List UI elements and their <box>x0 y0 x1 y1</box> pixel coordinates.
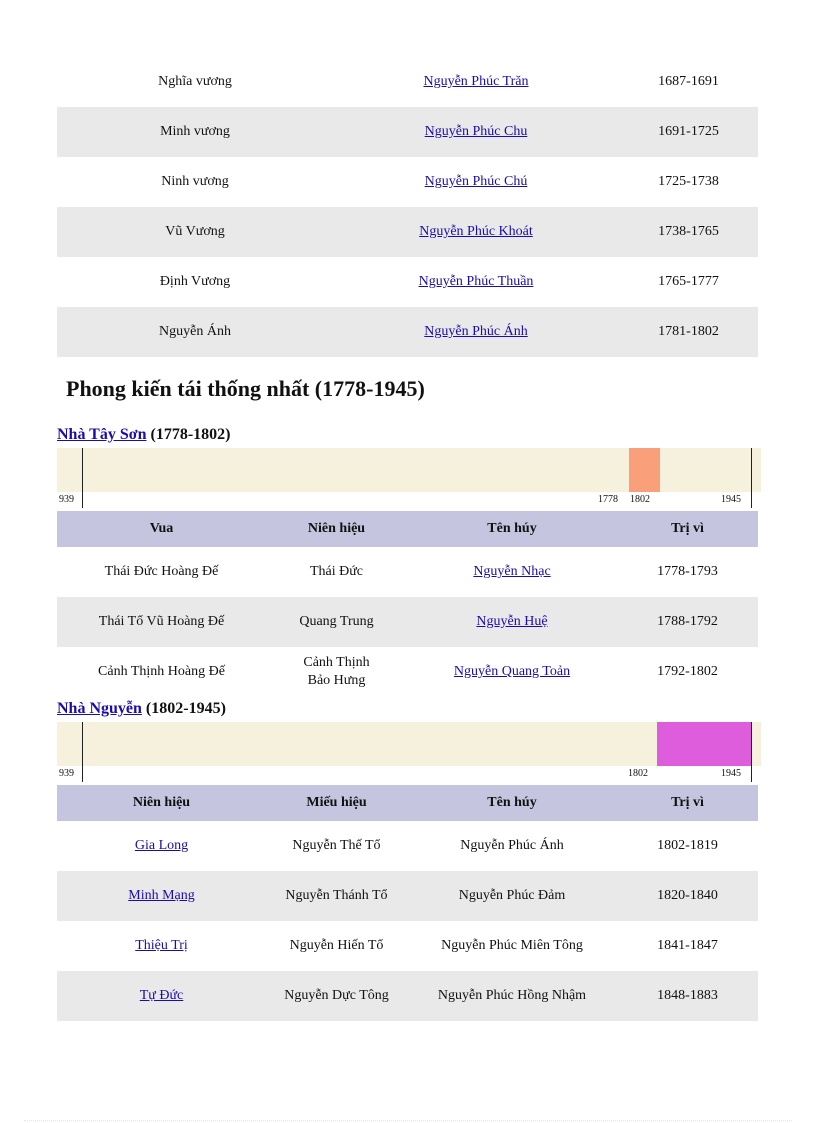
king-name-link[interactable]: Nguyễn Nhạc <box>473 564 551 579</box>
king-name-link[interactable]: Nguyễn Quang Toản <box>453 664 571 679</box>
era-link[interactable]: Gia Long <box>134 838 189 853</box>
temple-name: Nguyễn Hiến Tổ <box>289 938 384 953</box>
lord-name-link[interactable]: Nguyễn Phúc Chu <box>424 124 528 139</box>
table-row: Thái Tổ Vũ Hoàng Đế Quang Trung Nguyễn H… <box>57 597 758 647</box>
timeline-start-label: 939 <box>59 494 74 505</box>
header-era: Niên hiệu <box>132 795 191 810</box>
table-header-row: Vua Niên hiệu Tên húy Trị vì <box>57 511 758 547</box>
timeline-axis-end <box>751 448 752 508</box>
personal-name: Nguyễn Phúc Hồng Nhậm <box>437 988 587 1003</box>
personal-name: Nguyễn Phúc Đảm <box>458 888 566 903</box>
table-row: Vũ Vương Nguyễn Phúc Khoát 1738-1765 <box>57 207 758 257</box>
era-link[interactable]: Tự Đức <box>139 988 184 1003</box>
tayson-heading-years: (1778-1802) <box>150 426 231 443</box>
table-row: Cảnh Thịnh Hoàng Đế Cảnh Thịnh Bảo Hưng … <box>57 647 758 697</box>
table-row: Thái Đức Hoàng Đế Thái Đức Nguyễn Nhạc 1… <box>57 547 758 597</box>
lord-name-link[interactable]: Nguyễn Phúc Thuần <box>418 274 534 289</box>
era-name: Thái Đức <box>309 564 364 579</box>
king-title: Thái Đức Hoàng Đế <box>104 564 219 579</box>
temple-name: Nguyễn Dực Tông <box>284 988 389 1003</box>
lord-title: Nghĩa vương <box>158 74 232 89</box>
timeline-axis-start <box>82 722 83 782</box>
lord-title: Ninh vương <box>161 174 229 189</box>
era-name-line1: Cảnh Thịnh <box>303 655 370 670</box>
nguyen-timeline: 939 1802 1945 <box>57 722 761 785</box>
lord-title: Định Vương <box>159 274 231 289</box>
reign-years: 1691-1725 <box>658 124 719 139</box>
personal-name: Nguyễn Phúc Miên Tông <box>441 938 583 953</box>
table-row: Nghĩa vương Nguyễn Phúc Trăn 1687-1691 <box>57 57 758 107</box>
lord-title: Nguyễn Ánh <box>159 324 231 339</box>
timeline-start-label: 939 <box>59 768 74 779</box>
tayson-table: Vua Niên hiệu Tên húy Trị vì Thái Đức Ho… <box>57 511 758 697</box>
reign-years: 1781-1802 <box>658 324 719 339</box>
lord-title: Minh vương <box>160 124 230 139</box>
header-temple: Miếu hiệu <box>306 795 367 810</box>
era-name: Quang Trung <box>299 614 374 629</box>
tayson-link[interactable]: Nhà Tây Sơn <box>57 426 147 443</box>
reign-years: 1841-1847 <box>657 938 718 953</box>
lord-name-link[interactable]: Nguyễn Phúc Khoát <box>419 224 533 239</box>
reign-years: 1802-1819 <box>657 838 718 853</box>
table-row: Tự Đức Nguyễn Dực Tông Nguyễn Phúc Hồng … <box>57 971 758 1021</box>
header-name: Tên húy <box>487 521 537 536</box>
lord-name-link[interactable]: Nguyễn Phúc Chú <box>424 174 528 189</box>
lord-name-link[interactable]: Nguyễn Phúc Ánh <box>424 324 528 339</box>
table-row: Nguyễn Ánh Nguyễn Phúc Ánh 1781-1802 <box>57 307 758 357</box>
tayson-timeline: 939 1778 1802 1945 <box>57 448 761 511</box>
table-row: Minh vương Nguyễn Phúc Chu 1691-1725 <box>57 107 758 157</box>
nguyen-heading: Nhà Nguyễn (1802-1945) <box>57 700 226 718</box>
timeline-period-start-label: 1778 <box>598 494 618 505</box>
temple-name: Nguyễn Thế Tổ <box>292 838 381 853</box>
lord-title: Vũ Vương <box>165 224 225 239</box>
lords-table: Nghĩa vương Nguyễn Phúc Trăn 1687-1691 M… <box>57 57 758 357</box>
king-title: Thái Tổ Vũ Hoàng Đế <box>98 614 225 629</box>
timeline-axis-end <box>751 722 752 782</box>
era-name: Cảnh Thịnh Bảo Hưng <box>266 647 407 697</box>
reign-years: 1848-1883 <box>657 988 718 1003</box>
header-name: Tên húy <box>487 795 537 810</box>
era-link[interactable]: Thiệu Trị <box>135 938 188 953</box>
reign-years: 1765-1777 <box>658 274 719 289</box>
timeline-axis-start <box>82 448 83 508</box>
reign-years: 1778-1793 <box>657 564 718 579</box>
temple-name: Nguyễn Thánh Tổ <box>285 888 388 903</box>
table-header-row: Niên hiệu Miếu hiệu Tên húy Trị vì <box>57 785 758 821</box>
table-row: Minh Mạng Nguyễn Thánh Tổ Nguyễn Phúc Đả… <box>57 871 758 921</box>
header-reign: Trị vì <box>671 521 704 536</box>
table-row: Ninh vương Nguyễn Phúc Chú 1725-1738 <box>57 157 758 207</box>
header-reign: Trị vì <box>671 795 704 810</box>
header-era: Niên hiệu <box>307 521 366 536</box>
personal-name: Nguyễn Phúc Ánh <box>460 838 564 853</box>
nguyen-heading-years: (1802-1945) <box>145 700 226 717</box>
era-name-line2: Bảo Hưng <box>307 673 366 688</box>
lord-name-link[interactable]: Nguyễn Phúc Trăn <box>423 74 529 89</box>
timeline-period-end-label: 1802 <box>630 494 650 505</box>
reign-years: 1792-1802 <box>657 664 718 679</box>
timeline-band <box>57 722 761 766</box>
timeline-end-label: 1945 <box>721 768 741 779</box>
table-row: Định Vương Nguyễn Phúc Thuần 1765-1777 <box>57 257 758 307</box>
tayson-heading: Nhà Tây Sơn (1778-1802) <box>57 426 230 444</box>
timeline-end-label: 1945 <box>721 494 741 505</box>
king-title: Cảnh Thịnh Hoàng Đế <box>98 664 225 679</box>
reign-years: 1738-1765 <box>658 224 719 239</box>
table-row: Thiệu Trị Nguyễn Hiến Tổ Nguyễn Phúc Miê… <box>57 921 758 971</box>
header-king: Vua <box>149 521 174 536</box>
timeline-period-nguyen <box>657 722 751 766</box>
reign-years: 1725-1738 <box>658 174 719 189</box>
era-link[interactable]: Minh Mạng <box>128 888 195 903</box>
timeline-period-tayson <box>629 448 660 492</box>
timeline-period-start-label: 1802 <box>628 768 648 779</box>
section-title: Phong kiến tái thống nhất (1778-1945) <box>66 376 425 401</box>
reign-years: 1820-1840 <box>657 888 718 903</box>
reign-years: 1788-1792 <box>657 614 718 629</box>
nguyen-table: Niên hiệu Miếu hiệu Tên húy Trị vì Gia L… <box>57 785 758 1021</box>
page-divider <box>24 1120 792 1122</box>
king-name-link[interactable]: Nguyễn Huệ <box>476 614 548 629</box>
nguyen-link[interactable]: Nhà Nguyễn <box>57 700 142 717</box>
table-row: Gia Long Nguyễn Thế Tổ Nguyễn Phúc Ánh 1… <box>57 821 758 871</box>
reign-years: 1687-1691 <box>658 74 719 89</box>
